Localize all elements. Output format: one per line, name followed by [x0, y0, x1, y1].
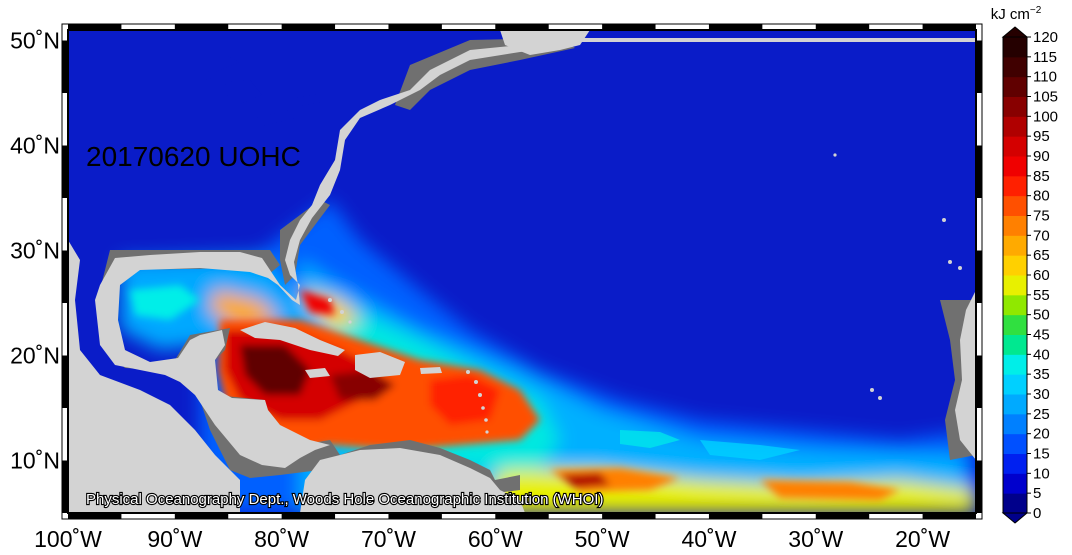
colorbar-max-arrow: [1001, 26, 1029, 38]
jamaica-island: [305, 368, 330, 378]
great-lakes: [180, 55, 322, 126]
date-label: 20170620 UOHC: [86, 141, 301, 172]
colorbar-tick-label: 25: [1033, 406, 1050, 423]
y-axis-tick-label: 10˚N: [10, 448, 60, 474]
colorbar-swatch: [1003, 294, 1027, 316]
colorbar-min-arrow: [1001, 512, 1029, 524]
africa-land: [955, 290, 976, 460]
x-axis-tick-label: 40˚W: [681, 526, 736, 550]
x-axis-tick-label: 80˚W: [254, 526, 309, 550]
colorbar-swatch: [1003, 136, 1027, 157]
colorbar-swatch: [1003, 175, 1027, 197]
colorbar: 0 5 10 15 20 25 30 35 40 45 50 55 60 65 70 75 80 85 90 95 10…: [991, 5, 1058, 524]
colorbar-tick-label: 85: [1033, 168, 1050, 185]
colorbar-tick-label: 105: [1033, 89, 1058, 106]
colorbar-tick-label: 65: [1033, 247, 1050, 264]
colorbar-tick-label: 55: [1033, 287, 1050, 304]
colorbar-swatch: [1003, 354, 1027, 375]
colorbar-tick-label: 5: [1033, 485, 1041, 502]
colorbar-swatch: [1003, 76, 1027, 97]
colorbar-swatch: [1003, 394, 1027, 415]
colorbar-tick-label: 35: [1033, 366, 1050, 383]
colorbar-swatch: [1003, 453, 1027, 474]
colorbar-tick-label: 100: [1033, 108, 1058, 125]
colorbar-swatch: [1003, 275, 1027, 296]
colorbar-tick-label: 95: [1033, 128, 1050, 145]
colorbar-tick-label: 110: [1033, 69, 1057, 86]
colorbar-unit-label: kJ cm−2: [991, 5, 1042, 23]
map-plot-area: [68, 30, 976, 513]
colorbar-tick-label: 115: [1033, 49, 1057, 66]
colorbar-swatch: [1003, 493, 1027, 514]
colorbar-tick-label: 45: [1033, 327, 1050, 344]
colorbar-tick-label: 40: [1033, 346, 1050, 363]
colorbar-swatch: [1003, 235, 1027, 256]
x-axis-tick-label: 30˚W: [788, 526, 843, 550]
y-axis-tick-label: 20˚N: [10, 343, 60, 369]
greenland-land: [500, 30, 590, 55]
x-axis-tick-label: 60˚W: [468, 526, 523, 550]
colorbar-swatch: [1003, 195, 1027, 216]
colorbar-swatch: [1003, 413, 1027, 435]
land-masses: [68, 30, 976, 513]
colorbar-tick-label: 60: [1033, 267, 1050, 284]
x-axis-tick-label: 90˚W: [147, 526, 202, 550]
x-axis-labels: 100˚W 90˚W 80˚W 70˚W 60˚W 50˚W 40˚W 30˚W 20˚W: [34, 526, 950, 552]
colorbar-tick-label: 15: [1033, 446, 1050, 463]
y-axis-labels: 50˚N 40˚N 30˚N 20˚N 10˚N: [10, 28, 60, 474]
y-axis-tick-label: 50˚N: [10, 28, 60, 54]
colorbar-tick-label: 10: [1033, 465, 1050, 482]
colorbar-swatch: [1003, 96, 1027, 117]
colorbar-swatch: [1003, 314, 1027, 335]
puerto-rico-island: [420, 367, 442, 374]
colorbar-swatch: [1003, 255, 1027, 276]
north-america-land: [68, 30, 976, 513]
colorbar-swatch: [1003, 215, 1027, 236]
frame-checker-border: [61, 23, 983, 520]
south-america-land: [300, 448, 525, 513]
colorbar-swatch: [1003, 374, 1027, 395]
x-axis-tick-label: 50˚W: [575, 526, 630, 550]
colorbar-swatch: [1003, 56, 1027, 78]
colorbar-tick-label: 0: [1033, 505, 1041, 522]
colorbar-swatch: [1003, 116, 1027, 137]
x-axis-tick-label: 100˚W: [34, 526, 102, 550]
colorbar-tick-label: 50: [1033, 307, 1050, 324]
colorbar-swatch: [1003, 156, 1027, 177]
colorbar-tick-label: 80: [1033, 188, 1050, 205]
colorbar-tick-label: 20: [1033, 426, 1050, 443]
colorbar-tick-label: 30: [1033, 386, 1050, 403]
colorbar-swatch: [1003, 37, 1027, 58]
x-axis-tick-label: 20˚W: [895, 526, 950, 550]
y-axis-tick-label: 40˚N: [10, 133, 60, 159]
x-axis-tick-label: 70˚W: [361, 526, 416, 550]
credit-label: Physical Oceanography Dept., Woods Hole …: [86, 491, 603, 508]
cuba-island: [240, 322, 345, 356]
y-axis-tick-label: 30˚N: [10, 238, 60, 264]
colorbar-swatch: [1003, 334, 1027, 355]
colorbar-swatch: [1003, 433, 1027, 454]
small-islands: [328, 153, 962, 434]
colorbar-tick-label: 70: [1033, 227, 1050, 244]
colorbar-tick-label: 90: [1033, 148, 1050, 165]
hispaniola-island: [355, 352, 405, 378]
colorbar-swatch: [1003, 473, 1027, 494]
colorbar-tick-label: 75: [1033, 208, 1050, 225]
colorbar-tick-label: 120: [1033, 29, 1058, 46]
